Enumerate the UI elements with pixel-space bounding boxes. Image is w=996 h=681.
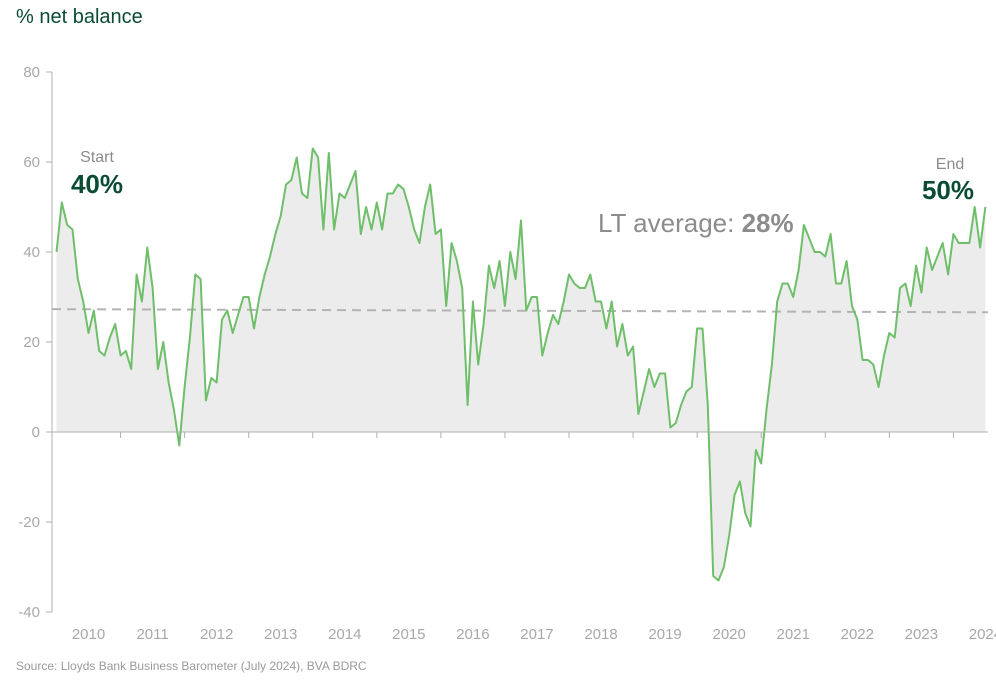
lt-average-line: [51, 308, 989, 314]
net-balance-area: [56, 148, 986, 581]
x-tick-label: 2017: [520, 626, 553, 643]
x-tick-label: 2016: [456, 626, 489, 643]
y-axis-title: % net balance: [16, 6, 143, 28]
x-tick-label: 2011: [136, 626, 168, 643]
start-annotation-label: Start: [80, 149, 114, 166]
start-annotation-value: 40%: [71, 169, 123, 199]
source-note: Source: Lloyds Bank Business Barometer (…: [16, 659, 367, 673]
end-annotation-value: 50%: [922, 175, 974, 205]
x-tick-label: 2014: [328, 626, 361, 643]
y-tick-label: 20: [23, 334, 40, 351]
x-tick-label: 2015: [392, 626, 425, 643]
x-tick-label: 2013: [264, 626, 297, 643]
y-tick-label: 60: [23, 154, 40, 171]
lt-average-value: 28%: [742, 208, 794, 238]
lt-average-annotation: LT average: 28%: [598, 208, 794, 238]
x-tick-label: 2012: [200, 626, 233, 643]
x-tick-label: 2024: [969, 626, 996, 643]
x-tick-label: 2021: [777, 626, 810, 643]
x-tick-label: 2022: [841, 626, 874, 643]
y-tick-label: 80: [23, 64, 40, 81]
x-tick-label: 2018: [584, 626, 617, 643]
x-tick-label: 2019: [648, 626, 681, 643]
y-tick-label: -20: [18, 514, 40, 531]
x-tick-label: 2010: [72, 626, 105, 643]
net-balance-line: [55, 147, 987, 582]
end-annotation-label: End: [936, 156, 964, 173]
y-tick-label: -40: [18, 604, 40, 621]
y-tick-label: 0: [32, 424, 40, 441]
x-tick-label: 2023: [905, 626, 938, 643]
y-tick-label: 40: [23, 244, 40, 261]
lt-average-label: LT average:: [598, 208, 742, 238]
x-tick-label: 2020: [712, 626, 745, 643]
